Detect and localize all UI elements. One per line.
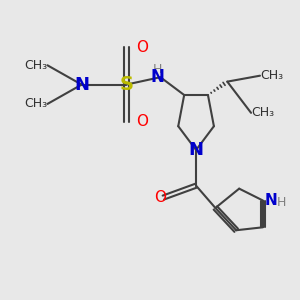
Text: CH₃: CH₃ — [24, 98, 47, 110]
Text: N: N — [74, 76, 89, 94]
Text: H: H — [153, 63, 162, 76]
Text: N: N — [264, 193, 277, 208]
Text: O: O — [136, 40, 148, 55]
Text: O: O — [154, 190, 166, 205]
Text: CH₃: CH₃ — [260, 69, 283, 82]
Text: N: N — [189, 141, 204, 159]
Text: H: H — [276, 196, 286, 208]
Text: CH₃: CH₃ — [24, 59, 47, 72]
Text: S: S — [119, 75, 133, 94]
Text: CH₃: CH₃ — [251, 106, 274, 119]
Text: O: O — [136, 114, 148, 129]
Text: N: N — [151, 68, 164, 86]
